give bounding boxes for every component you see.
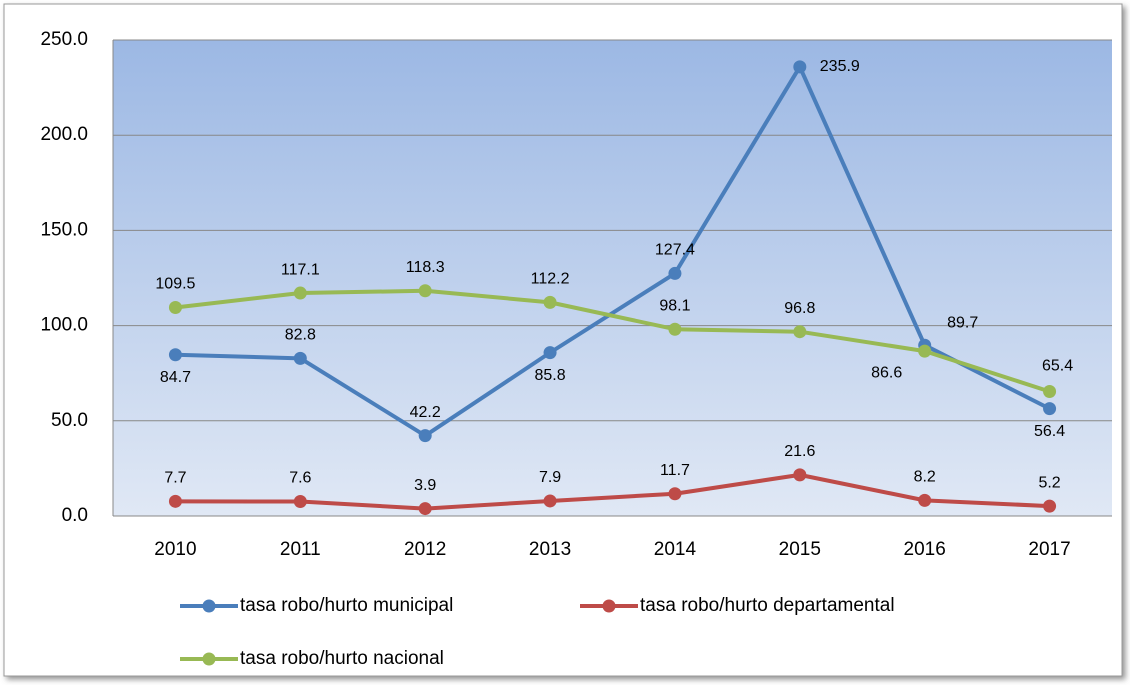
series-line xyxy=(175,288,1051,394)
y-tick-label: 0.0 xyxy=(62,505,88,526)
data-label: 235.9 xyxy=(820,58,860,75)
legend-marker xyxy=(202,652,216,666)
marker xyxy=(293,495,307,509)
x-tick-label: 2013 xyxy=(529,539,571,560)
marker xyxy=(168,348,182,362)
x-tick-label: 2017 xyxy=(1028,539,1070,560)
data-label: 112.2 xyxy=(531,271,570,288)
marker xyxy=(418,502,432,516)
data-label: 7.7 xyxy=(164,470,186,487)
marker xyxy=(1043,499,1057,513)
marker xyxy=(293,286,307,300)
marker xyxy=(668,266,682,280)
legend-label: tasa robo/hurto nacional xyxy=(240,648,444,669)
data-label: 89.7 xyxy=(947,314,978,331)
series-line xyxy=(175,64,1051,438)
marker xyxy=(543,494,557,508)
data-label: 5.2 xyxy=(1038,474,1060,491)
marker xyxy=(418,284,432,298)
data-label: 85.8 xyxy=(534,367,565,384)
marker xyxy=(793,325,807,339)
data-label: 56.4 xyxy=(1034,423,1065,440)
marker xyxy=(418,429,432,443)
legend-label: tasa robo/hurto departamental xyxy=(640,595,895,616)
marker xyxy=(668,322,682,336)
data-label: 8.2 xyxy=(914,469,936,486)
data-label: 82.8 xyxy=(285,327,316,344)
x-tick-label: 2014 xyxy=(654,539,697,560)
data-label: 117.1 xyxy=(281,261,320,278)
data-label: 98.1 xyxy=(659,297,690,314)
data-label: 86.6 xyxy=(871,364,902,381)
y-tick-label: 100.0 xyxy=(40,315,88,336)
data-label: 127.4 xyxy=(655,242,695,259)
marker xyxy=(543,346,557,360)
marker xyxy=(793,60,807,74)
x-tick-label: 2015 xyxy=(779,539,821,560)
x-tick-label: 2010 xyxy=(154,539,196,560)
data-label: 21.6 xyxy=(784,443,815,460)
y-tick-label: 50.0 xyxy=(51,410,88,431)
marker xyxy=(293,351,307,365)
data-label: 3.9 xyxy=(414,477,436,494)
data-label: 7.6 xyxy=(289,470,311,487)
marker xyxy=(543,295,557,309)
legend-marker xyxy=(202,599,216,613)
plot-area xyxy=(113,40,1112,516)
y-tick-label: 250.0 xyxy=(40,29,88,50)
marker xyxy=(168,494,182,508)
marker xyxy=(1043,384,1057,398)
data-label: 96.8 xyxy=(784,300,815,317)
data-label: 109.5 xyxy=(155,276,195,293)
y-tick-label: 150.0 xyxy=(40,219,88,240)
data-label: 84.7 xyxy=(160,369,191,386)
data-label: 42.2 xyxy=(410,404,441,421)
data-label: 11.7 xyxy=(660,462,690,479)
data-label: 118.3 xyxy=(406,259,445,276)
marker xyxy=(918,493,932,507)
x-tick-label: 2012 xyxy=(404,539,446,560)
legend-marker xyxy=(602,599,616,613)
series-line xyxy=(175,472,1050,511)
marker xyxy=(1043,402,1057,416)
marker xyxy=(918,344,932,358)
x-tick-label: 2011 xyxy=(280,539,321,560)
marker xyxy=(168,301,182,315)
y-tick-label: 200.0 xyxy=(40,124,88,145)
data-label: 65.4 xyxy=(1042,358,1073,375)
data-label: 7.9 xyxy=(539,469,561,486)
marker xyxy=(793,468,807,482)
legend-label: tasa robo/hurto municipal xyxy=(240,595,453,616)
x-tick-label: 2016 xyxy=(904,539,946,560)
marker xyxy=(668,487,682,501)
